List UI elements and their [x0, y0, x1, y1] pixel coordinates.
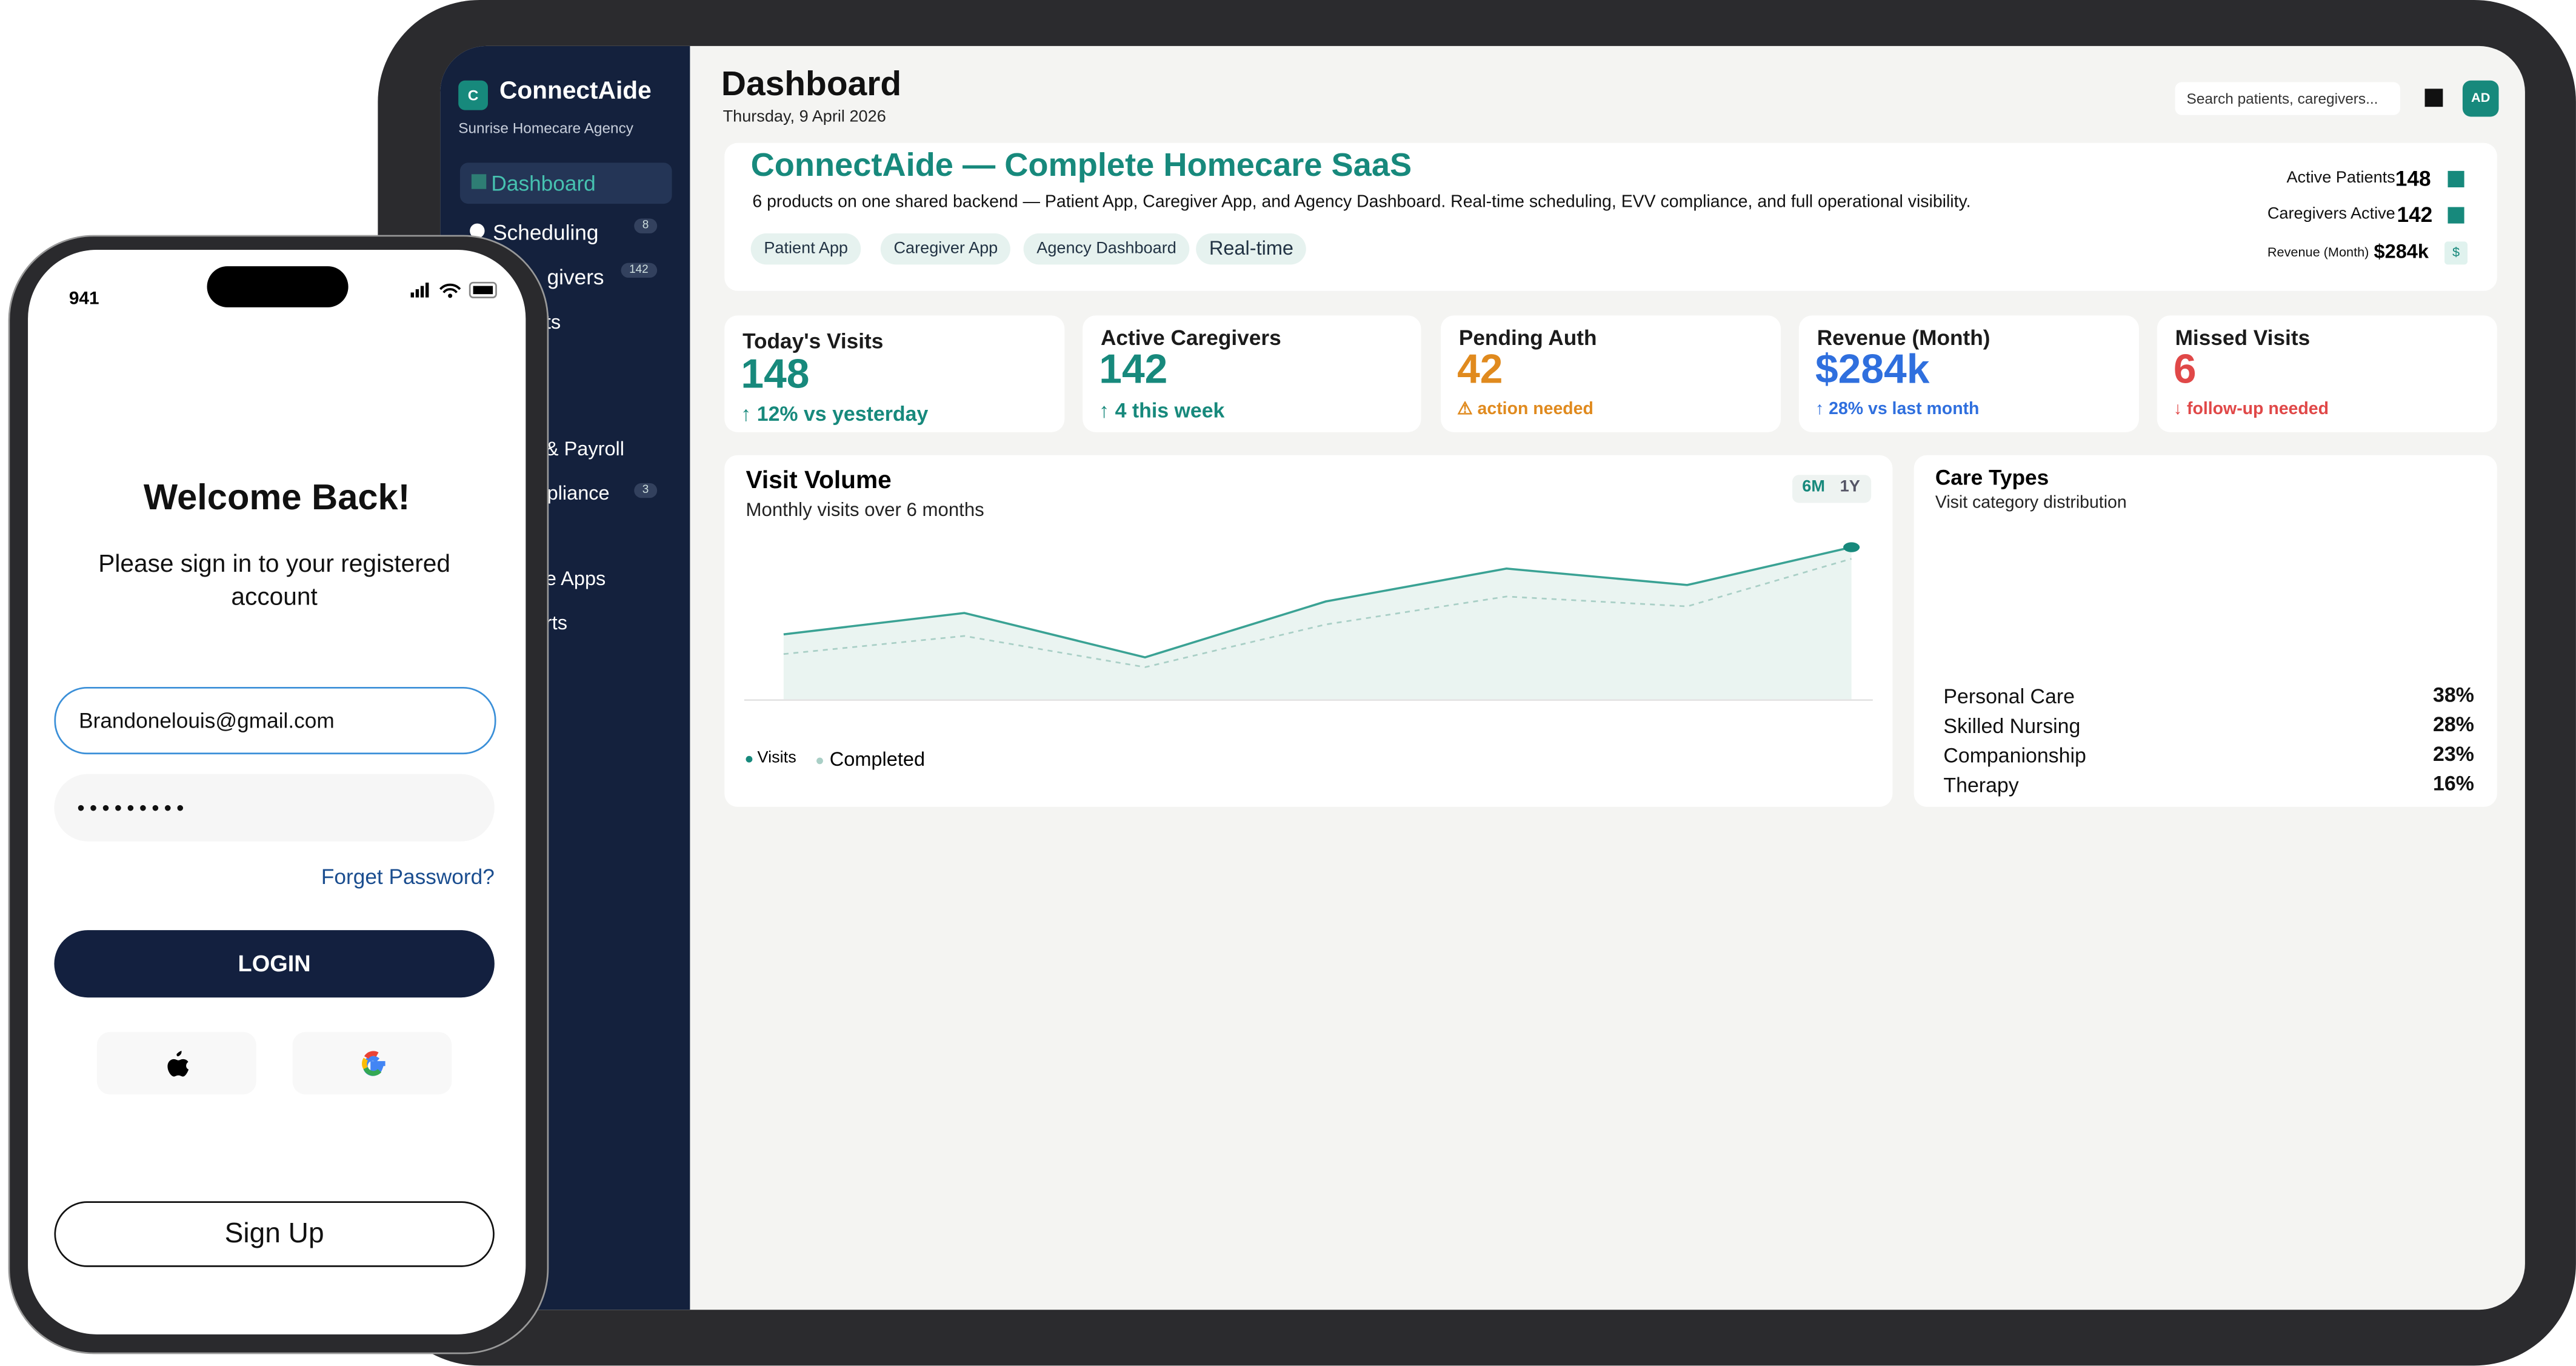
area [783, 547, 1852, 700]
kpi-value: 42 [1457, 346, 1503, 393]
care-type-name: Companionship [1943, 744, 2086, 768]
care-type-value: 16% [2433, 772, 2474, 795]
apple-button[interactable] [96, 1032, 256, 1095]
stat-icon [2448, 207, 2464, 224]
care-type-value: 23% [2433, 743, 2474, 766]
kpi-change: ↓ follow-up needed [2173, 399, 2329, 420]
care-type-value: 38% [2433, 683, 2474, 707]
search-input[interactable]: Search patients, caregivers... [2175, 82, 2400, 115]
password-input[interactable]: ••••••••• [54, 774, 495, 842]
banner-card [724, 142, 2497, 291]
stat-icon: $ [2444, 241, 2468, 265]
nav-badge: 8 [634, 218, 657, 233]
visits-line [783, 546, 1852, 658]
nav-item[interactable]: & Payroll [545, 437, 625, 460]
page-title: Dashboard [721, 65, 902, 104]
care-type-name: Therapy [1943, 774, 2019, 797]
care-type-value: 28% [2433, 713, 2474, 737]
nav-item[interactable]: givers [547, 264, 604, 290]
kpi-change: ↑ 28% vs last month [1815, 399, 1980, 420]
stat-label: Caregivers Active [2267, 205, 2395, 224]
email-input[interactable]: Brandonelouis@gmail.com [54, 686, 496, 755]
toggle[interactable]: 6M [1802, 478, 1826, 497]
kpi-label: Pending Auth [1458, 325, 1597, 350]
kpi-value: $284k [1815, 346, 1930, 393]
banner-title: ConnectAide — Complete Homecare SaaS [750, 147, 1412, 184]
tag: Patient App [750, 233, 861, 265]
logo: C [458, 80, 488, 110]
tag: Caregiver App [880, 233, 1011, 265]
legend-dot [746, 755, 753, 763]
toggle[interactable]: 1Y [1840, 478, 1860, 497]
nav-item[interactable]: rts [545, 611, 568, 635]
forgot-link[interactable]: Forget Password? [321, 864, 495, 889]
kpi-change: ↑ 4 this week [1099, 399, 1225, 423]
legend-entry: Completed [829, 748, 926, 771]
nav-item[interactable]: Dashboard [491, 170, 596, 196]
brand: ConnectAide [499, 77, 652, 105]
nav-item[interactable]: Scheduling [493, 220, 599, 245]
kpi-value: 142 [1099, 346, 1168, 393]
stat-icon [2448, 170, 2464, 187]
tag: Real-time [1196, 233, 1307, 265]
care-type-name: Skilled Nursing [1943, 715, 2081, 738]
kpi-value: 148 [741, 352, 810, 398]
card-title: Care Types [1935, 465, 2049, 490]
stat-value: $284k [2374, 239, 2429, 263]
care-type-name: Personal Care [1943, 685, 2075, 709]
nav-active-bg [459, 162, 672, 204]
icon-button[interactable] [2424, 89, 2443, 107]
legend-dot [816, 757, 823, 765]
signup-button[interactable]: Sign Up [54, 1201, 495, 1267]
page-date: Thursday, 9 April 2026 [722, 108, 886, 127]
kpi-card [1441, 315, 1781, 432]
kpi-change: ↑ 12% vs yesterday [741, 403, 929, 426]
stat-label: Active Patients [2286, 169, 2395, 187]
card-subtitle: Monthly visits over 6 months [746, 501, 984, 521]
tag: Agency Dashboard [1023, 233, 1190, 265]
google-button[interactable] [292, 1032, 452, 1095]
nav-item[interactable]: e Apps [545, 567, 606, 591]
kpi-card [1083, 315, 1421, 432]
kpi-card [2157, 315, 2497, 432]
status-time: 941 [68, 289, 99, 309]
kpi-card [724, 315, 1065, 432]
nav-badge: 3 [634, 483, 657, 498]
status-icons [410, 281, 497, 298]
banner-description: 6 products on one shared backend — Patie… [752, 192, 1971, 212]
avatar[interactable]: AD [2462, 80, 2499, 117]
login-button[interactable]: LOGIN [54, 930, 495, 998]
kpi-label: Active Caregivers [1100, 325, 1281, 350]
kpi-value: 6 [2173, 346, 2197, 393]
login-title: Welcome Back! [143, 477, 410, 518]
stat-value: 148 [2395, 166, 2431, 191]
card-title: Visit Volume [746, 466, 892, 495]
nav-badge: 142 [621, 263, 657, 278]
point [1843, 542, 1860, 552]
care-types-card [1914, 455, 2497, 807]
login-subtitle: Please sign in to your registered accoun… [98, 550, 451, 612]
kpi-label: Today's Visits [742, 329, 884, 353]
dynamic-island [207, 266, 349, 307]
card-subtitle: Visit category distribution [1935, 493, 2127, 513]
kpi-label: Revenue (Month) [1817, 325, 1990, 350]
completed-line [783, 558, 1852, 668]
toggle-group [1792, 475, 1872, 503]
stat-value: 142 [2397, 202, 2433, 227]
nav-item[interactable]: pliance [547, 481, 610, 505]
legend-entry: Visits [757, 749, 796, 768]
kpi-card [1798, 315, 2139, 432]
stat-label: Revenue (Month) [2267, 244, 2369, 260]
kpi-change: ⚠ action needed [1457, 399, 1593, 420]
agency: Sunrise Homecare Agency [458, 119, 634, 136]
kpi-label: Missed Visits [2175, 325, 2311, 350]
nav-icon [471, 174, 487, 189]
